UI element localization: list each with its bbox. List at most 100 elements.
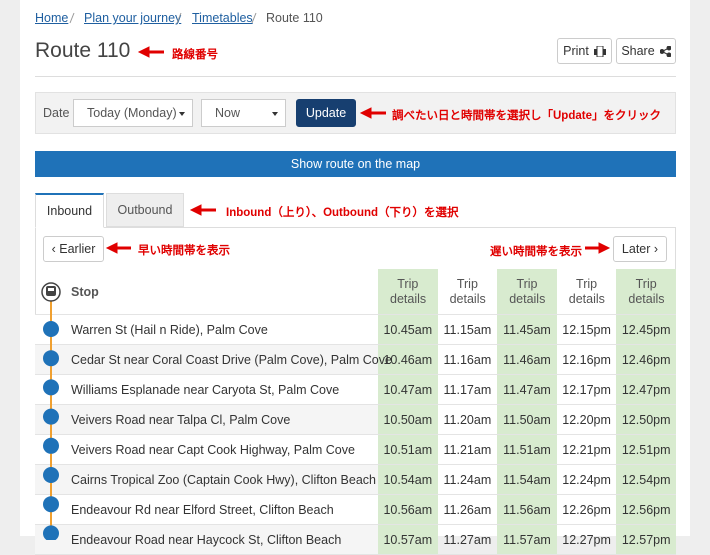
later-button[interactable]: Later › bbox=[613, 236, 667, 262]
timetable-row: Endeavour Road near Haycock St, Clifton … bbox=[35, 524, 676, 555]
departure-time: 11.46am bbox=[497, 344, 557, 375]
departure-time: 12.51pm bbox=[616, 434, 676, 465]
stop-marker bbox=[43, 408, 59, 425]
stop-name: Cairns Tropical Zoo (Captain Cook Hwy), … bbox=[35, 464, 378, 495]
departure-time: 12.56pm bbox=[616, 494, 676, 525]
departure-time: 12.50pm bbox=[616, 404, 676, 435]
departure-time: 12.26pm bbox=[556, 494, 617, 525]
departure-time: 11.17am bbox=[437, 374, 498, 405]
breadcrumb-link[interactable]: Plan your journey bbox=[84, 11, 182, 25]
departure-time: 11.45am bbox=[497, 314, 557, 345]
departure-time: 11.15am bbox=[437, 314, 498, 345]
stop-name: Warren St (Hail n Ride), Palm Cove bbox=[35, 314, 378, 345]
departure-time: 11.24am bbox=[437, 464, 498, 495]
departure-time: 11.20am bbox=[437, 404, 498, 435]
column-header: Trip details bbox=[378, 269, 438, 315]
departure-time: 11.51am bbox=[497, 434, 557, 465]
departure-time: 12.20pm bbox=[556, 404, 617, 435]
departure-time: 12.47pm bbox=[616, 374, 676, 405]
departure-time: 11.16am bbox=[437, 344, 498, 375]
tab[interactable]: Outbound bbox=[106, 193, 184, 227]
date-label: Date bbox=[43, 106, 70, 120]
stop-name: Endeavour Road near Haycock St, Clifton … bbox=[35, 524, 378, 555]
print-button[interactable]: Print bbox=[557, 38, 612, 64]
column-header: Stop bbox=[35, 269, 378, 315]
timetable-row: Warren St (Hail n Ride), Palm Cove 10.45a… bbox=[35, 314, 676, 345]
timetable-row: Veivers Road near Capt Cook Highway, Pal… bbox=[35, 434, 676, 465]
departure-time: 12.24pm bbox=[556, 464, 617, 495]
departure-time: 11.27am bbox=[437, 524, 498, 555]
departure-time: 11.56am bbox=[497, 494, 557, 525]
print-icon bbox=[593, 45, 606, 57]
departure-time: 10.47am bbox=[378, 374, 438, 405]
annotation: 路線番号 bbox=[172, 49, 218, 61]
departure-time: 12.45pm bbox=[616, 314, 676, 345]
date-select[interactable]: Today (Monday) bbox=[73, 99, 193, 127]
earlier-button[interactable]: ‹ Earlier bbox=[43, 236, 104, 262]
stop-name: Cedar St near Coral Coast Drive (Palm Co… bbox=[35, 344, 392, 375]
departure-time: 11.54am bbox=[497, 464, 557, 495]
departure-time: 12.16pm bbox=[556, 344, 617, 375]
timetable-row: Williams Esplanade near Caryota St, Palm… bbox=[35, 374, 676, 405]
departure-time: 11.21am bbox=[437, 434, 498, 465]
departure-time: 11.57am bbox=[497, 524, 557, 555]
column-header: Trip details bbox=[437, 269, 498, 315]
departure-time: 10.45am bbox=[378, 314, 438, 345]
stop-marker bbox=[43, 350, 59, 367]
breadcrumb-link[interactable]: Timetables bbox=[192, 11, 253, 25]
departure-time: 12.57pm bbox=[616, 524, 676, 555]
stop-marker bbox=[43, 496, 59, 513]
departure-time: 12.17pm bbox=[556, 374, 617, 405]
share-icon bbox=[659, 45, 671, 57]
departure-time: 11.26am bbox=[437, 494, 498, 525]
departure-time: 12.46pm bbox=[616, 344, 676, 375]
route-line bbox=[41, 282, 61, 540]
departure-time: 12.21pm bbox=[556, 434, 617, 465]
departure-time: 10.54am bbox=[378, 464, 438, 495]
stop-marker bbox=[43, 467, 59, 483]
stop-name: Veivers Road near Talpa Cl, Palm Cove bbox=[35, 404, 378, 435]
departure-time: 10.56am bbox=[378, 494, 438, 525]
departure-time: 10.57am bbox=[378, 524, 438, 555]
stop-name: Veivers Road near Capt Cook Highway, Pal… bbox=[35, 434, 378, 465]
annotation: Inbound（上り）、Outbound（下り）を選択 bbox=[226, 207, 459, 219]
departure-time: 12.27pm bbox=[556, 524, 617, 555]
annotation: 早い時間帯を表示 bbox=[138, 245, 230, 257]
breadcrumb-link[interactable]: Home bbox=[35, 11, 69, 25]
departure-time: 12.54pm bbox=[616, 464, 676, 495]
breadcrumb-current: Route 110 bbox=[266, 11, 323, 25]
timetable: Stop Trip details Trip details Trip details… bbox=[35, 269, 676, 555]
share-button[interactable]: Share bbox=[616, 38, 676, 64]
annotation: 調べたい日と時間帯を選択し「Update」をクリック bbox=[392, 110, 661, 122]
column-header: Trip details bbox=[556, 269, 617, 315]
tab-active[interactable]: Inbound bbox=[35, 193, 104, 228]
column-header: Trip details bbox=[616, 269, 676, 315]
time-select[interactable]: Now bbox=[201, 99, 286, 127]
timetable-row: Endeavour Rd near Elford Street, Clifton… bbox=[35, 494, 676, 525]
breadcrumb-separators bbox=[69, 12, 257, 24]
label: Share bbox=[621, 44, 655, 58]
update-button[interactable]: Update bbox=[296, 99, 356, 127]
departure-time: 11.47am bbox=[497, 374, 557, 405]
annotation-arrows bbox=[105, 46, 611, 254]
stop-marker bbox=[43, 379, 59, 396]
page: Home Plan your journey Timetables Route … bbox=[20, 0, 690, 555]
departure-time: 10.46am bbox=[378, 344, 438, 375]
stop-name: Endeavour Rd near Elford Street, Clifton… bbox=[35, 494, 378, 525]
divider bbox=[35, 76, 676, 77]
timetable-row: Cedar St near Coral Coast Drive (Palm Co… bbox=[35, 344, 676, 375]
timetable-row: Veivers Road near Talpa Cl, Palm Cove 10.… bbox=[35, 404, 676, 435]
map-button[interactable]: Show route on the map bbox=[35, 151, 676, 177]
stop-name: Williams Esplanade near Caryota St, Palm… bbox=[35, 374, 378, 405]
departure-time: 12.15pm bbox=[556, 314, 617, 345]
annotation: 遅い時間帯を表示 bbox=[490, 246, 582, 258]
timetable-row: Cairns Tropical Zoo (Captain Cook Hwy), … bbox=[35, 464, 676, 495]
stop-marker bbox=[43, 321, 59, 337]
departure-time: 11.50am bbox=[497, 404, 557, 435]
column-header: Trip details bbox=[497, 269, 557, 315]
departure-time: 10.51am bbox=[378, 434, 438, 465]
label: Print bbox=[563, 44, 589, 58]
stop-marker bbox=[43, 525, 59, 540]
departure-time: 10.50am bbox=[378, 404, 438, 435]
page-title: Route 110 bbox=[35, 39, 131, 62]
